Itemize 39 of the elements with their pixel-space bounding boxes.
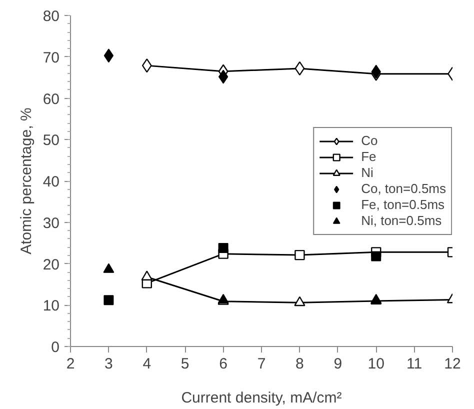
y-tick-label: 50: [42, 132, 60, 150]
point: [218, 70, 228, 84]
point: [104, 295, 114, 306]
y-tick-label: 0: [51, 339, 60, 356]
legend-label: Ni, ton=0.5ms: [361, 212, 442, 228]
y-tick-label: 10: [42, 298, 60, 315]
legend-label: Co, ton=0.5ms: [361, 180, 446, 196]
x-tick-label: 8: [296, 356, 304, 372]
x-tick-label: 6: [219, 356, 228, 372]
point: [294, 61, 305, 76]
point: [142, 58, 152, 73]
y-tick-label: 70: [42, 49, 60, 66]
x-tick-label: 10: [368, 356, 384, 372]
y-tick-label: 30: [42, 214, 60, 232]
x-axis-title: Current density, mA/cm²: [181, 390, 342, 406]
x-tick-label: 11: [406, 356, 422, 372]
y-tick-label: 60: [42, 90, 60, 108]
x-tick-label: 2: [66, 356, 75, 372]
y-axis-title: Atomic percentage, %: [18, 108, 35, 254]
legend-label: Fe, ton=0.5ms: [361, 196, 445, 212]
legend-label: Ni: [361, 164, 374, 180]
point: [141, 270, 152, 280]
point: [294, 296, 306, 306]
point: [371, 251, 382, 262]
legend-label: Fe: [361, 148, 378, 164]
point: [103, 263, 114, 273]
point: [294, 250, 305, 260]
x-tick-label: 3: [104, 356, 113, 372]
x-tick-label: 4: [142, 356, 152, 372]
x-tick-label: 7: [257, 356, 266, 372]
point: [104, 48, 114, 63]
x-tick-label: 5: [180, 356, 190, 372]
x-tick-label: 9: [334, 356, 342, 372]
y-tick-label: 80: [42, 8, 60, 25]
y-tick-label: 40: [42, 174, 60, 190]
x-tick-label: 12: [444, 356, 461, 372]
point: [218, 243, 228, 254]
legend-label: Co: [361, 132, 379, 148]
y-tick-label: 20: [42, 256, 60, 274]
